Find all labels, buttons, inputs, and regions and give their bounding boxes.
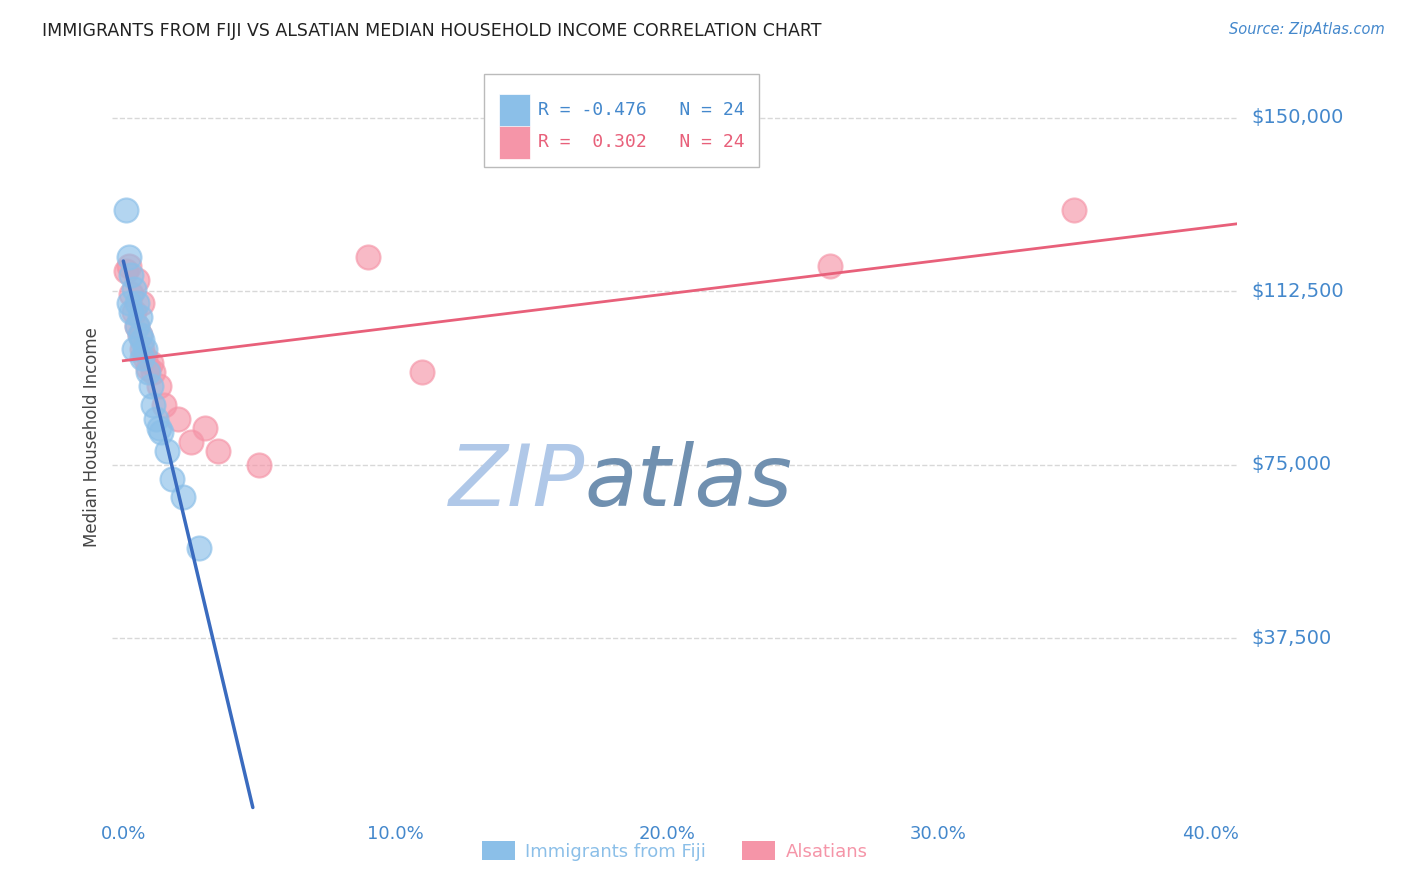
Point xyxy=(145,411,167,425)
Text: IMMIGRANTS FROM FIJI VS ALSATIAN MEDIAN HOUSEHOLD INCOME CORRELATION CHART: IMMIGRANTS FROM FIJI VS ALSATIAN MEDIAN … xyxy=(42,22,821,40)
Point xyxy=(156,444,179,458)
Point xyxy=(166,411,188,425)
Point xyxy=(150,425,173,440)
Point xyxy=(125,296,148,310)
Point xyxy=(411,365,433,379)
Point xyxy=(180,434,202,449)
Point xyxy=(148,379,170,393)
Point xyxy=(153,398,176,412)
Point xyxy=(131,342,153,356)
Point xyxy=(122,305,145,319)
Point xyxy=(142,398,165,412)
Point xyxy=(131,333,153,347)
Point xyxy=(131,351,153,366)
Point xyxy=(134,342,156,356)
Point xyxy=(148,421,170,435)
FancyBboxPatch shape xyxy=(484,74,759,168)
Point xyxy=(118,296,141,310)
Point xyxy=(122,342,145,356)
FancyBboxPatch shape xyxy=(499,126,530,159)
Point xyxy=(118,250,141,264)
Point xyxy=(115,203,138,218)
Point xyxy=(121,268,143,283)
Point xyxy=(188,541,211,555)
Point xyxy=(357,250,380,264)
Point xyxy=(818,259,841,273)
Point xyxy=(142,365,165,379)
Point xyxy=(121,305,143,319)
Text: R = -0.476   N = 24: R = -0.476 N = 24 xyxy=(537,101,744,120)
Point xyxy=(128,328,150,343)
Text: $37,500: $37,500 xyxy=(1251,629,1331,648)
Text: R =  0.302   N = 24: R = 0.302 N = 24 xyxy=(537,133,744,151)
Point xyxy=(125,273,148,287)
Text: $150,000: $150,000 xyxy=(1251,109,1344,128)
Point xyxy=(136,360,159,375)
Text: $75,000: $75,000 xyxy=(1251,455,1331,475)
Point xyxy=(122,282,145,296)
Point xyxy=(131,296,153,310)
Point xyxy=(125,319,148,334)
Point xyxy=(1063,203,1085,218)
FancyBboxPatch shape xyxy=(499,94,530,127)
Point xyxy=(128,328,150,343)
Point xyxy=(194,421,217,435)
Point xyxy=(134,351,156,366)
Point xyxy=(136,365,159,379)
Point xyxy=(128,310,150,324)
Point xyxy=(118,259,141,273)
Point xyxy=(125,319,148,334)
Point xyxy=(139,379,162,393)
Text: $112,500: $112,500 xyxy=(1251,282,1344,301)
Point xyxy=(162,472,184,486)
Legend: Immigrants from Fiji, Alsatians: Immigrants from Fiji, Alsatians xyxy=(475,834,875,868)
Y-axis label: Median Household Income: Median Household Income xyxy=(83,327,101,547)
Point xyxy=(115,263,138,277)
Point xyxy=(121,286,143,301)
Text: Source: ZipAtlas.com: Source: ZipAtlas.com xyxy=(1229,22,1385,37)
Point xyxy=(139,356,162,370)
Text: atlas: atlas xyxy=(585,441,793,524)
Point xyxy=(172,490,194,504)
Text: ZIP: ZIP xyxy=(449,441,585,524)
Point xyxy=(247,458,270,472)
Point xyxy=(207,444,229,458)
